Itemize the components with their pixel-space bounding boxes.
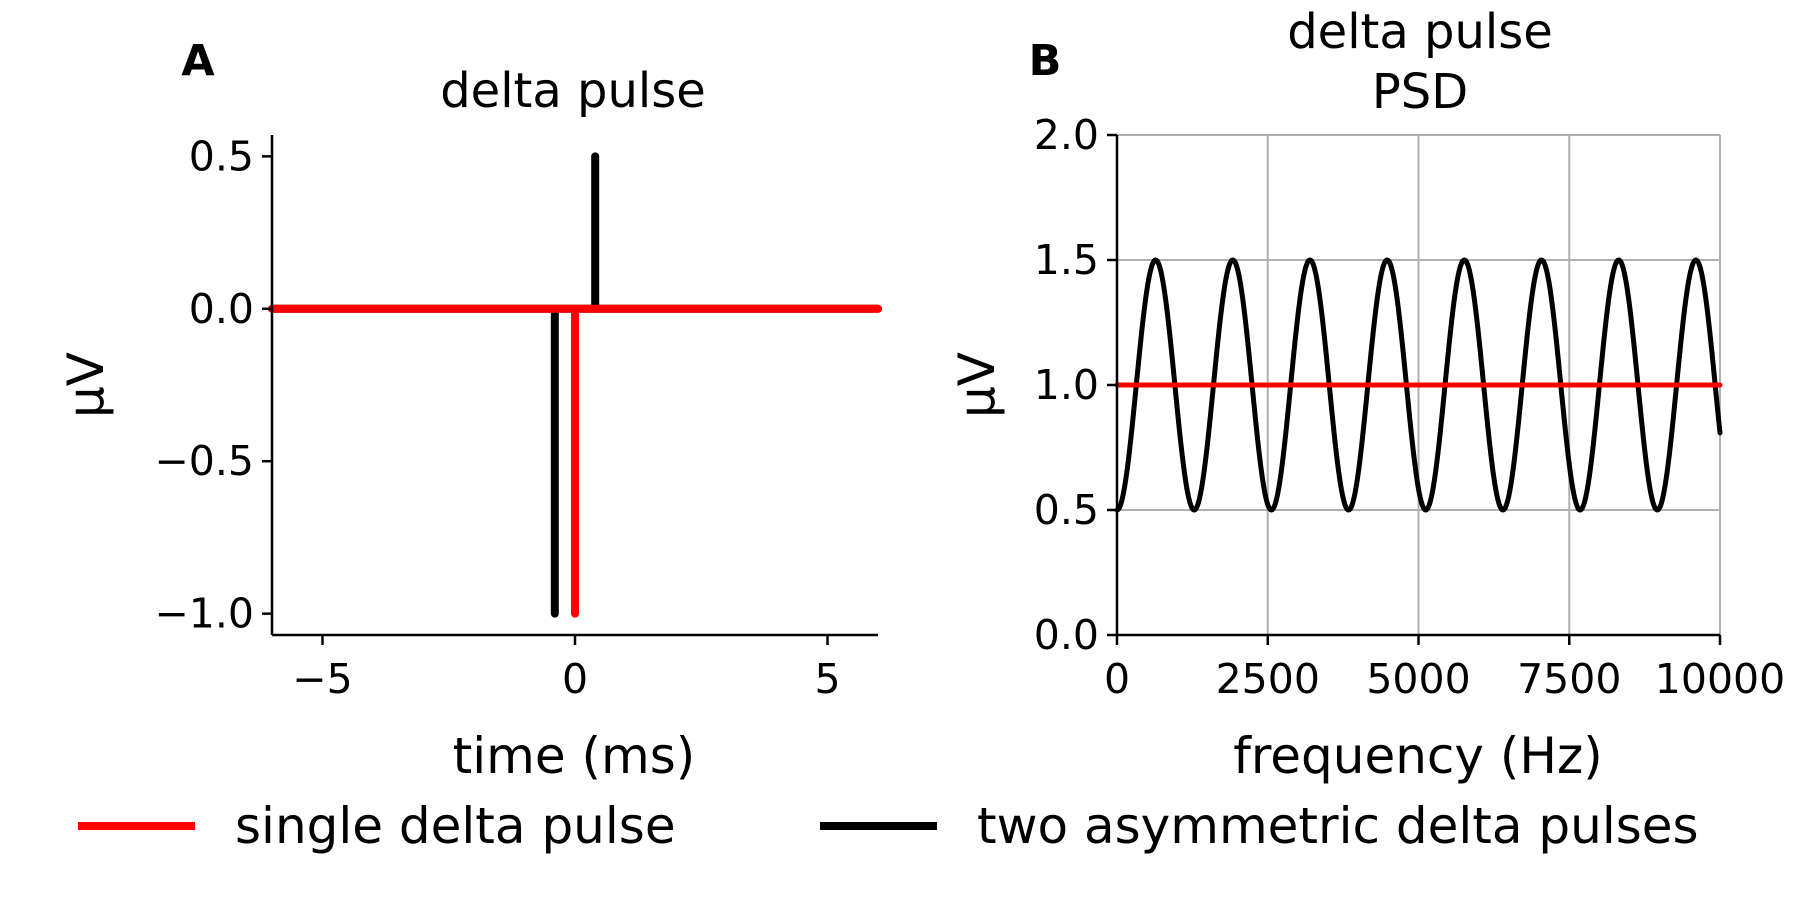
- panel-letter-a: A: [181, 36, 215, 86]
- panel-a: A delta pulse −5 0 5 0.5 0.0 −0.5 −1.0 time (…: [57, 36, 882, 785]
- panel-a-y-ticks: 0.5 0.0 −0.5 −1.0: [154, 132, 272, 638]
- panel-a-series: [268, 152, 882, 618]
- panel-b-x-axis-label: frequency (Hz): [1233, 727, 1603, 785]
- panel-a-y-axis-label: µV: [57, 352, 115, 418]
- panel-b-y-axis-label: µV: [948, 352, 1006, 418]
- legend-label-single-delta-pulse: single delta pulse: [235, 797, 676, 855]
- panel-b-y-tick-label: 0.0: [1034, 611, 1099, 659]
- panel-b-x-tick-label: 10000: [1655, 655, 1785, 703]
- panel-a-series-single-delta-pulse: [268, 304, 882, 618]
- panel-b-y-tick-label: 1.5: [1034, 236, 1099, 284]
- panel-b-x-tick-label: 2500: [1216, 655, 1320, 703]
- panel-b-title-line-2: PSD: [1372, 64, 1468, 120]
- panel-b-y-tick-label: 2.0: [1034, 111, 1099, 159]
- panel-b-x-tick-label: 7500: [1517, 655, 1621, 703]
- panel-b: B delta pulse PSD 0 2500 5000 7500 10000 0.0…: [948, 4, 1785, 785]
- panel-letter-b: B: [1029, 36, 1062, 86]
- panel-a-y-tick-label: 0.5: [189, 132, 254, 180]
- panel-a-title: delta pulse: [440, 63, 706, 119]
- panel-b-x-ticks: 0 2500 5000 7500 10000: [1104, 635, 1785, 703]
- legend-label-two-asymmetric-delta-pulses: two asymmetric delta pulses: [977, 797, 1699, 855]
- panel-a-x-tick-label: −5: [292, 655, 352, 703]
- panel-b-title-line-1: delta pulse: [1287, 4, 1553, 60]
- panel-b-series: [1114, 257, 1723, 513]
- panel-a-x-tick-label: 5: [814, 655, 840, 703]
- panel-a-y-tick-label: −1.0: [154, 590, 254, 638]
- panel-b-x-tick-label: 5000: [1366, 655, 1470, 703]
- panel-b-y-tick-label: 1.0: [1034, 361, 1099, 409]
- panel-a-x-tick-label: 0: [562, 655, 588, 703]
- panel-b-y-tick-label: 0.5: [1034, 486, 1099, 534]
- panel-b-y-ticks: 0.0 0.5 1.0 1.5 2.0: [1034, 111, 1117, 659]
- panel-a-y-tick-label: −0.5: [154, 437, 254, 485]
- panel-a-y-tick-label: 0.0: [189, 285, 254, 333]
- panel-b-x-tick-label: 0: [1104, 655, 1130, 703]
- legend: single delta pulse two asymmetric delta …: [78, 797, 1699, 855]
- panel-a-x-axis-label: time (ms): [453, 727, 696, 785]
- panel-b-series-two-asymmetric-delta-pulses: [1114, 257, 1723, 513]
- panel-a-x-ticks: −5 0 5: [292, 635, 841, 703]
